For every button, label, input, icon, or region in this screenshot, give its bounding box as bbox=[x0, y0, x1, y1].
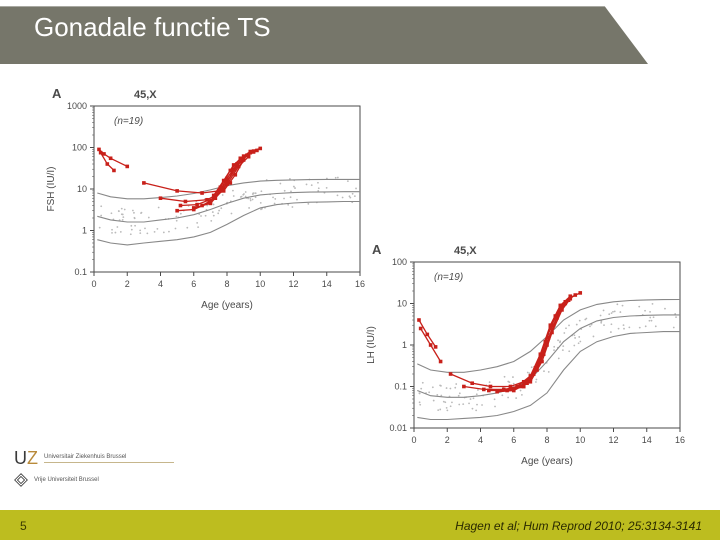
svg-text:14: 14 bbox=[642, 435, 652, 445]
svg-text:LH (IU/I): LH (IU/I) bbox=[366, 326, 377, 364]
svg-text:(n=19): (n=19) bbox=[114, 116, 143, 127]
svg-text:Age (years): Age (years) bbox=[201, 300, 253, 311]
svg-text:A: A bbox=[52, 86, 62, 101]
svg-text:1: 1 bbox=[402, 340, 407, 350]
svg-text:12: 12 bbox=[608, 435, 618, 445]
lh-chart: A 45,X (n=19) 0 2 4 6 8 10 12 14 16 Age (years) 0.01 0… bbox=[360, 240, 690, 470]
svg-text:12: 12 bbox=[288, 279, 298, 289]
svg-text:10: 10 bbox=[77, 184, 87, 194]
svg-text:1: 1 bbox=[82, 226, 87, 236]
vub-logo: Vrije Universiteit Brussel bbox=[14, 473, 184, 487]
svg-text:4: 4 bbox=[478, 435, 483, 445]
svg-text:100: 100 bbox=[392, 257, 407, 267]
svg-text:FSH (IU/I): FSH (IU/I) bbox=[46, 167, 57, 212]
title-bar: Gonadale functie TS bbox=[0, 0, 720, 64]
uz-logo-mark: UZ bbox=[14, 448, 38, 469]
slide: { "title": "Gonadale functie TS", "page_… bbox=[0, 0, 720, 540]
svg-text:6: 6 bbox=[511, 435, 516, 445]
svg-text:100: 100 bbox=[72, 143, 87, 153]
fsh-chart: A45,X(n=19)0246810121416Age (years)0.111… bbox=[40, 84, 370, 314]
citation: Hagen et al; Hum Reprod 2010; 25:3134-31… bbox=[455, 519, 702, 533]
svg-text:1000: 1000 bbox=[67, 101, 87, 111]
chart-area: A45,X(n=19)0246810121416Age (years)0.111… bbox=[0, 70, 720, 470]
svg-text:45,X: 45,X bbox=[454, 245, 477, 257]
svg-text:8: 8 bbox=[224, 279, 229, 289]
svg-text:6: 6 bbox=[191, 279, 196, 289]
svg-text:10: 10 bbox=[255, 279, 265, 289]
uz-logo-text: Universitair Ziekenhuis Brussel bbox=[44, 454, 174, 463]
svg-text:16: 16 bbox=[675, 435, 685, 445]
svg-text:Age (years): Age (years) bbox=[521, 456, 573, 467]
svg-text:10: 10 bbox=[575, 435, 585, 445]
svg-text:2: 2 bbox=[125, 279, 130, 289]
svg-text:10: 10 bbox=[397, 299, 407, 309]
svg-text:8: 8 bbox=[544, 435, 549, 445]
page-number: 5 bbox=[20, 519, 27, 533]
uz-logo: UZ Universitair Ziekenhuis Brussel bbox=[14, 448, 184, 469]
svg-text:0.01: 0.01 bbox=[389, 423, 407, 433]
svg-text:0.1: 0.1 bbox=[394, 382, 407, 392]
svg-text:4: 4 bbox=[158, 279, 163, 289]
vub-icon bbox=[14, 473, 28, 487]
svg-text:2: 2 bbox=[445, 435, 450, 445]
svg-text:0.1: 0.1 bbox=[74, 267, 87, 277]
svg-text:45,X: 45,X bbox=[134, 89, 157, 101]
svg-text:14: 14 bbox=[322, 279, 332, 289]
logo-block: UZ Universitair Ziekenhuis Brussel Vrije… bbox=[14, 448, 184, 494]
vub-logo-text: Vrije Universiteit Brussel bbox=[34, 477, 99, 483]
svg-text:0: 0 bbox=[411, 435, 416, 445]
svg-text:(n=19): (n=19) bbox=[434, 272, 463, 283]
svg-text:A: A bbox=[372, 242, 382, 257]
svg-text:0: 0 bbox=[91, 279, 96, 289]
slide-title: Gonadale functie TS bbox=[34, 12, 271, 43]
